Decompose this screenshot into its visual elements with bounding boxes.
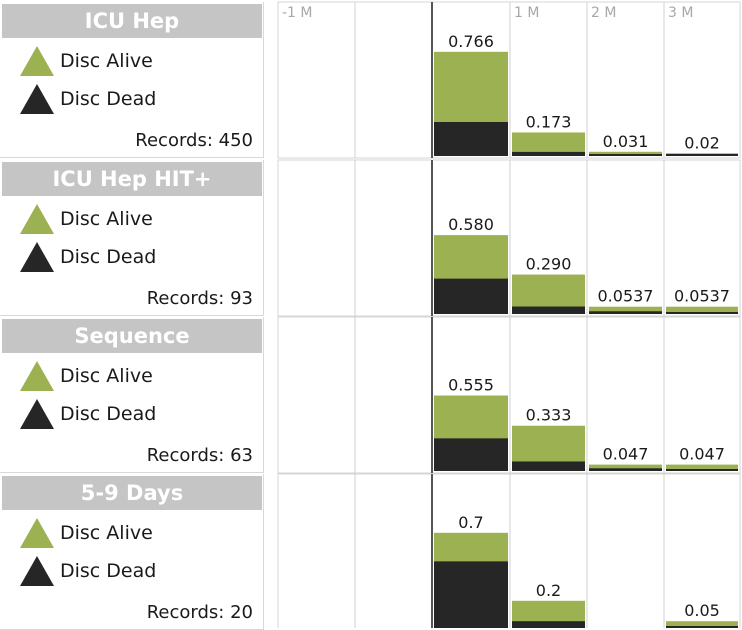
triangle-alive-icon (20, 361, 54, 391)
records-count: Records: 93 (146, 288, 253, 309)
legend-label-dead: Disc Dead (60, 560, 157, 582)
bar-dead (434, 278, 508, 314)
legend-item-dead: Disc Dead (20, 397, 156, 431)
legend-panel: ICU Hep HIT+ Disc Alive Disc Dead Records: … (0, 160, 264, 316)
legend-item-alive: Disc Alive (20, 359, 153, 393)
bar-dead (589, 311, 662, 314)
legend-item-alive: Disc Alive (20, 202, 153, 236)
bar-dead (666, 626, 738, 628)
bar-alive (589, 306, 662, 314)
data-label: 0.0537 (674, 287, 730, 306)
data-label: 0.02 (684, 133, 720, 152)
legend-label-dead: Disc Dead (60, 403, 157, 425)
data-label: 0.05 (684, 601, 720, 620)
tick-label: 1 M (514, 5, 539, 21)
tick-label: 3 M (668, 5, 693, 21)
bar-dead (512, 306, 585, 314)
legend-label-alive: Disc Alive (60, 50, 153, 72)
plot-area (277, 159, 741, 317)
triangle-alive-icon (20, 518, 54, 548)
triangle-alive-icon (20, 46, 54, 76)
plot-area (277, 316, 741, 474)
legend-panel: Sequence Disc Alive Disc Dead Records: 63 (0, 317, 264, 473)
legend-label-alive: Disc Alive (60, 365, 153, 387)
bar-dead (434, 122, 508, 156)
bar-alive (666, 464, 738, 471)
records-count: Records: 20 (146, 602, 253, 623)
legend-item-alive: Disc Alive (20, 44, 153, 78)
bar-dead (512, 621, 585, 628)
data-label: 0.7 (458, 513, 483, 532)
panel-title: ICU Hep HIT+ (2, 162, 262, 196)
bar-dead (589, 154, 662, 156)
triangle-dead-icon (20, 242, 54, 272)
bar-dead (434, 438, 508, 471)
records-count: Records: 450 (135, 130, 253, 151)
bar-dead (434, 561, 508, 628)
data-label: 0.0537 (598, 287, 654, 306)
data-label: 0.031 (603, 132, 649, 151)
bar-dead (589, 468, 662, 471)
bar-dead (512, 151, 585, 156)
legend-label-alive: Disc Alive (60, 522, 153, 544)
data-label: 0.766 (448, 32, 494, 51)
bar-alive (512, 132, 585, 156)
panel-title: Sequence (2, 319, 262, 353)
triangle-dead-icon (20, 399, 54, 429)
bar-dead (512, 461, 585, 471)
bar-dead (666, 312, 738, 314)
bar-alive (666, 306, 738, 314)
plot-area (277, 1, 741, 159)
panel-title: ICU Hep (2, 4, 262, 38)
bar-alive (666, 621, 738, 628)
bar-dead (666, 469, 738, 471)
legend-item-alive: Disc Alive (20, 516, 153, 550)
data-label: 0.333 (526, 406, 572, 425)
bar-alive (589, 151, 662, 156)
tick-label: 2 M (591, 5, 616, 21)
triangle-alive-icon (20, 204, 54, 234)
tick-label: -1 M (282, 5, 313, 21)
legend-item-dead: Disc Dead (20, 554, 156, 588)
data-label: 0.2 (536, 581, 561, 600)
records-count: Records: 63 (146, 445, 253, 466)
data-label: 0.290 (526, 255, 572, 274)
legend-label-dead: Disc Dead (60, 246, 157, 268)
panel-title: 5-9 Days (2, 476, 262, 510)
legend-label-alive: Disc Alive (60, 208, 153, 230)
data-label: 0.047 (679, 445, 725, 464)
legend-label-dead: Disc Dead (60, 88, 157, 110)
data-label: 0.173 (526, 112, 572, 131)
triangle-dead-icon (20, 556, 54, 586)
legend-item-dead: Disc Dead (20, 240, 156, 274)
legend-panel: ICU Hep Disc Alive Disc Dead Records: 450 (0, 2, 264, 158)
legend-item-dead: Disc Dead (20, 82, 156, 116)
bar-alive (589, 464, 662, 471)
data-label: 0.555 (448, 376, 494, 395)
legend-panel: 5-9 Days Disc Alive Disc Dead Records: 20 (0, 474, 264, 630)
bar-dead (666, 154, 738, 156)
data-label: 0.580 (448, 215, 494, 234)
plot-area (277, 473, 741, 628)
data-label: 0.047 (603, 445, 649, 464)
triangle-dead-icon (20, 84, 54, 114)
